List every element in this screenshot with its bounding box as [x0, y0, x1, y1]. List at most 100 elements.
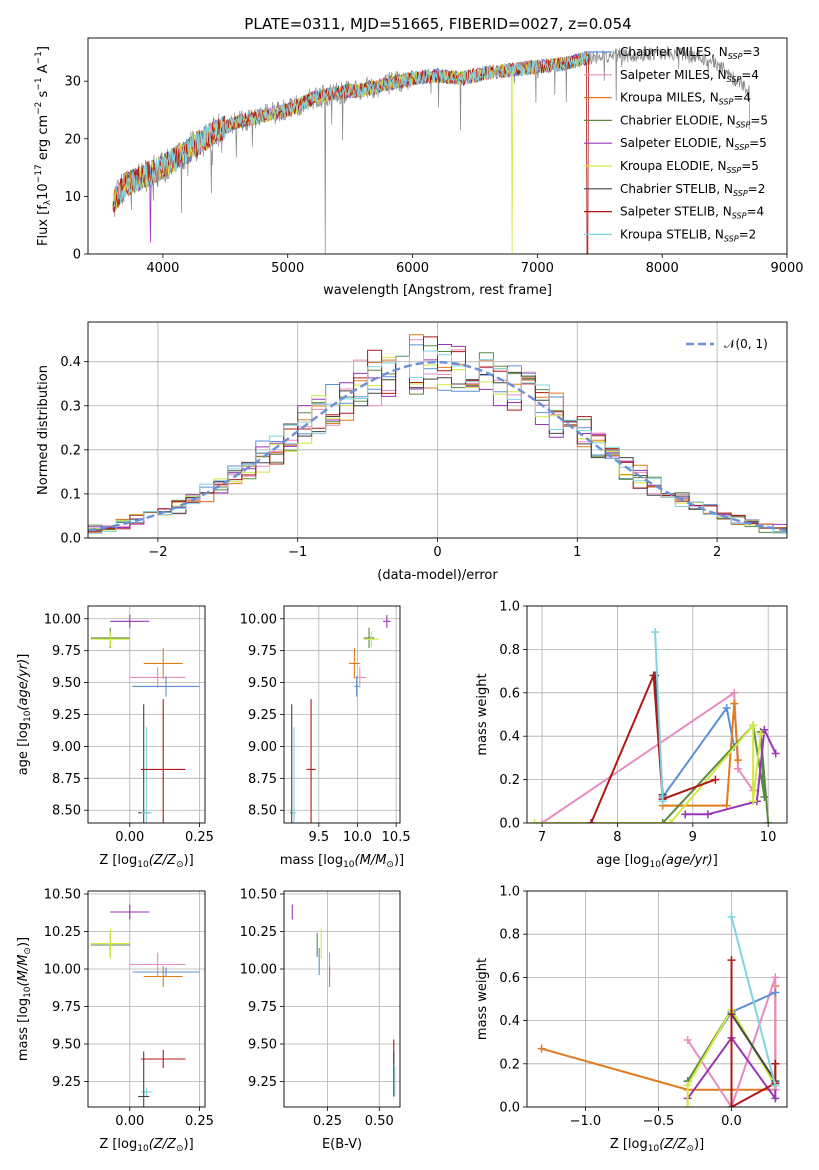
- y-label-ten: 10: [36, 183, 51, 200]
- x-label-expr: (Z/Z: [149, 853, 177, 868]
- plot-area: [290, 614, 391, 823]
- legend-n: N: [718, 68, 727, 82]
- y-label-exp: −1: [34, 77, 44, 90]
- legend-entry: Salpeter ELODIE, NSSP=5: [620, 136, 767, 152]
- legend-nssp-value: =5: [749, 136, 767, 150]
- plot-area: [530, 628, 780, 823]
- y-tick-label: 9.50: [52, 676, 81, 691]
- x-label-close: )]: [184, 853, 194, 868]
- mass-weight-point: [749, 797, 758, 806]
- x-label-sun: ⊙: [176, 1144, 184, 1154]
- legend-n: N: [715, 227, 724, 241]
- mass-weight-point: [651, 628, 660, 637]
- y-label-unit: A: [36, 64, 51, 77]
- legend-entry: Chabrier ELODIE, NSSP=5: [620, 113, 768, 129]
- plot-area: [90, 614, 200, 823]
- x-tick-label: 9000: [770, 261, 803, 276]
- grid-lines: [88, 891, 205, 1107]
- x-tick-label: 10.0: [343, 830, 372, 845]
- model-spectrum-line: [112, 52, 588, 207]
- mass-weight-line: [686, 977, 777, 1107]
- x-tick-label: 6000: [396, 261, 429, 276]
- y-axis-label: mass [log10(M/M⊙)]: [16, 937, 33, 1061]
- plot-area: [112, 45, 750, 254]
- x-axis-label: mass [log10(M/M⊙)]: [280, 853, 404, 870]
- y-axis-label: age [log10(age/yr)]: [16, 654, 33, 776]
- y-label-close: ]: [36, 46, 51, 51]
- y-label-expr: (M/M: [16, 955, 31, 987]
- panel-age_vs_Z: 0.00 0.25 8.50 8.75 9.00 9.25 9.50 9.75 10.00 Z […: [16, 605, 214, 870]
- legend-nssp-value: =3: [742, 45, 760, 59]
- y-tick-label: 10.25: [44, 925, 81, 940]
- y-tick-label: 0.4: [499, 1014, 520, 1029]
- y-tick-label: 0.2: [499, 1057, 520, 1072]
- legend-entry: Kroupa MILES, NSSP=4: [620, 91, 751, 107]
- x-label-close: ]: [713, 853, 718, 868]
- mass-weight-point: [658, 797, 667, 806]
- x-tick-label: 0.25: [313, 1114, 342, 1129]
- y-tick-label: 10: [64, 190, 81, 205]
- axes-frame: [283, 890, 401, 1108]
- x-label-sub: 10: [343, 860, 355, 870]
- grid-lines: [284, 891, 400, 1107]
- x-tick-label: −2: [148, 545, 167, 560]
- x-axis-label: wavelength [Angstrom, rest frame]: [323, 283, 552, 298]
- x-tick-label: 10.5: [382, 830, 411, 845]
- x-axis-label: age [log10(age/yr)]: [596, 853, 718, 870]
- legend-series-name: Kroupa STELIB,: [620, 227, 715, 241]
- mass-weight-point: [771, 988, 780, 997]
- x-tick-label: −0.5: [643, 1114, 675, 1129]
- y-tick-label: 9.50: [52, 1038, 81, 1053]
- mass-weight-line: [730, 1013, 777, 1082]
- y-label-lambda: λ: [43, 199, 53, 205]
- y-tick-label: 0: [73, 248, 81, 263]
- y-tick-label: 9.50: [248, 676, 277, 691]
- y-label-expr: (age/yr): [16, 659, 31, 711]
- x-label-main: age [log: [596, 853, 649, 868]
- y-label-sun: ⊙: [23, 947, 33, 955]
- mass-weight-point: [658, 819, 667, 823]
- panel-residuals: −2 −1 0 1 2 0.0 0.1 0.2 0.3 0.4 𝒩(0, 1) (data-model…: [36, 321, 788, 583]
- x-tick-label: 8: [613, 830, 621, 845]
- y-tick-label: 0.4: [499, 730, 520, 745]
- y-label-sub: 10: [23, 986, 33, 998]
- legend-nssp-value: =4: [733, 91, 751, 105]
- plot-area: [291, 904, 396, 1097]
- x-label-main: Z [log: [99, 853, 137, 868]
- legend-n: N: [718, 159, 727, 173]
- x-tick-label: 0.0: [721, 1114, 742, 1129]
- mass-weight-point: [749, 721, 758, 730]
- axes-frame: [87, 890, 206, 1108]
- mass-weight-point: [722, 703, 731, 712]
- y-tick-label: 0.0: [499, 1101, 520, 1116]
- x-tick-label: 0.50: [365, 1114, 394, 1129]
- mass-weight-line: [541, 690, 754, 823]
- grid-lines: [527, 890, 787, 1108]
- axes-frame: [87, 321, 788, 539]
- legend-n: N: [724, 182, 733, 196]
- mass-weight-point: [681, 810, 690, 819]
- mass-weight-point: [666, 819, 675, 823]
- mass-weight-point: [727, 956, 736, 965]
- legend-series-name: Salpeter STELIB,: [620, 205, 723, 219]
- y-tick-label: 9.75: [248, 1000, 277, 1015]
- mass-weight-line: [730, 960, 777, 1107]
- y-tick-label: 0.0: [60, 532, 81, 547]
- x-label-sub: 10: [137, 860, 149, 870]
- legend-series-name: Kroupa MILES,: [620, 91, 710, 105]
- x-tick-label: 9: [689, 830, 697, 845]
- x-axis-label: (data-model)/error: [377, 568, 498, 583]
- plot-area: [88, 334, 787, 534]
- y-tick-label: 9.50: [248, 1038, 277, 1053]
- y-tick-label: 9.25: [248, 1075, 277, 1090]
- axes-frame: [526, 890, 788, 1108]
- y-tick-label: 10.00: [240, 963, 277, 978]
- y-label-sub: 10: [23, 710, 33, 722]
- mass-weight-point: [683, 1036, 692, 1045]
- legend-series-name: Kroupa ELODIE,: [620, 159, 718, 173]
- mass-weight-point: [538, 819, 547, 823]
- x-tick-label: 0.25: [185, 830, 214, 845]
- model-spectrum-line: [112, 54, 590, 211]
- y-tick-label: 0.4: [60, 355, 81, 370]
- legend-series-name: Salpeter ELODIE,: [620, 136, 725, 150]
